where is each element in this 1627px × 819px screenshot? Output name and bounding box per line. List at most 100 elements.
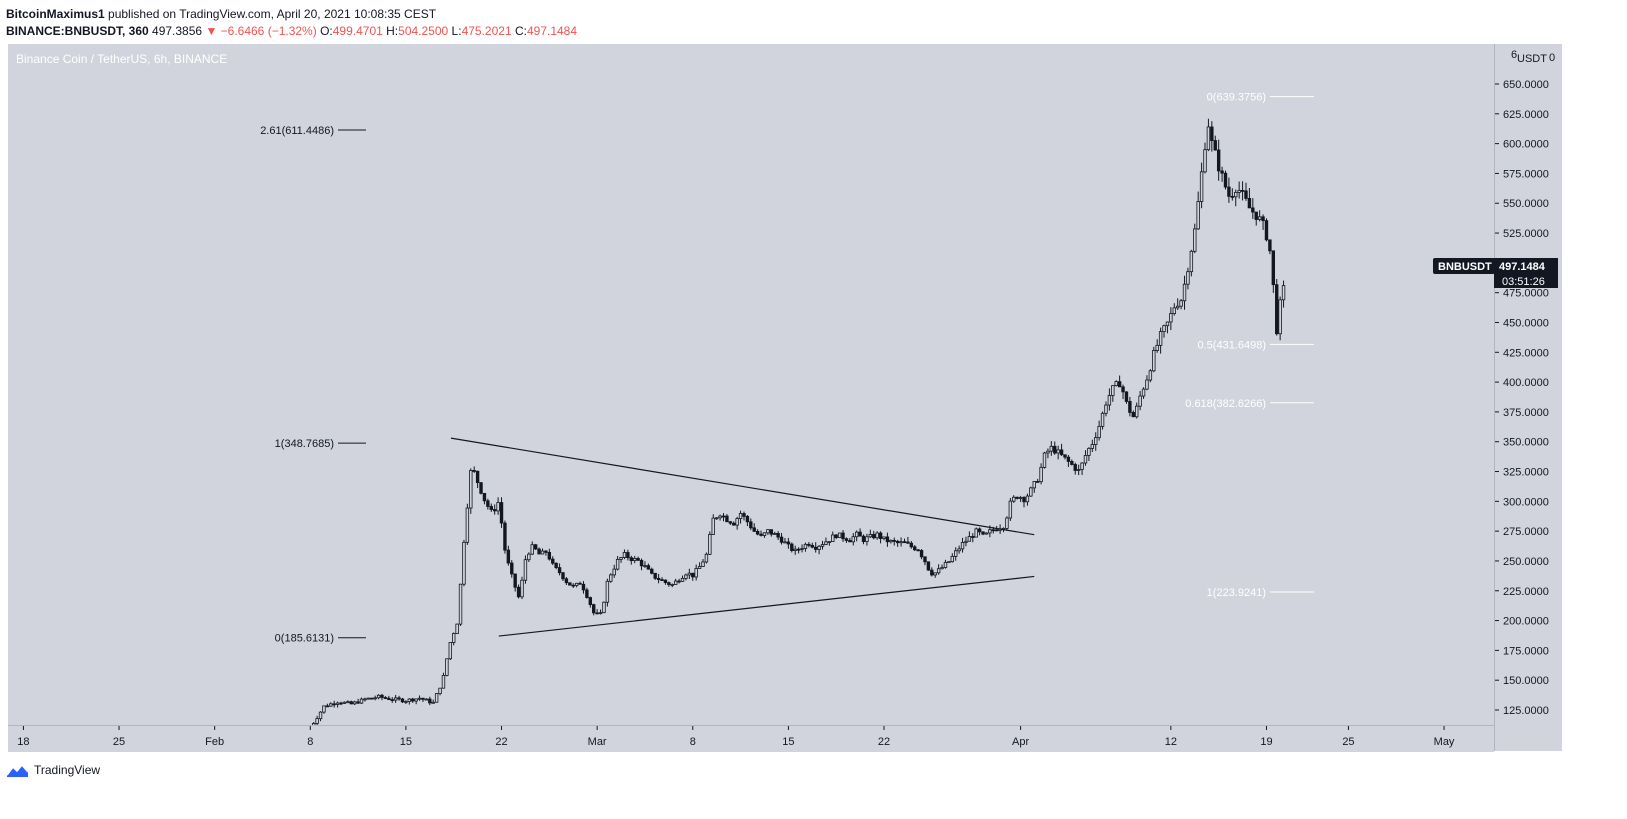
candle-body [793, 548, 797, 551]
candle-body [335, 702, 340, 705]
candle-body [1223, 172, 1228, 188]
price-tag: 497.1484 [1499, 261, 1546, 273]
candle-body [721, 515, 726, 518]
candle-body [370, 697, 374, 700]
candle-body [895, 540, 900, 544]
candle-body [974, 528, 978, 538]
candle-body [622, 552, 627, 558]
candle-body [1148, 370, 1153, 381]
candle-body [762, 532, 767, 536]
candle-body [1230, 195, 1235, 198]
candle-body [486, 500, 490, 507]
price-tick-label: 425.0000 [1503, 347, 1549, 359]
price-tick-label: 175.0000 [1503, 645, 1549, 657]
footer[interactable]: TradingView [6, 762, 100, 778]
candle-body [527, 553, 531, 561]
price-tick-label: 300.0000 [1503, 496, 1549, 508]
price-tick-label: 525.0000 [1503, 228, 1549, 240]
candle-body [783, 541, 787, 544]
candle-body [636, 558, 640, 561]
candle-body [339, 702, 343, 705]
time-axis[interactable]: 18 25 Feb 8 15 22 Mar 8 15 22 Apr 12 19 25 May [8, 725, 1494, 752]
candle-body [1049, 445, 1054, 452]
candle-body [786, 541, 791, 545]
chart-title: Binance Coin / TetherUS, 6h, BINANCE [16, 52, 228, 66]
candle-body [400, 698, 405, 703]
candle-body [745, 515, 750, 523]
candle-body [923, 556, 927, 563]
candle-body [769, 529, 774, 535]
candle-body [875, 532, 879, 539]
candle-body [578, 582, 582, 585]
candle-body [776, 533, 780, 538]
candle-body [936, 568, 941, 574]
candle-body [639, 559, 644, 567]
candle-body [629, 557, 633, 562]
candle-body [991, 529, 995, 532]
candle-body [882, 536, 886, 539]
candle-body [950, 555, 954, 563]
candle-body [752, 527, 756, 532]
price-axis[interactable]: 6 USDT 0 125.0000 150.0000 175.0000 200.000… [1494, 44, 1562, 751]
candle-body [1042, 452, 1047, 468]
candle-body [318, 711, 323, 720]
price-tick-label: 125.0000 [1503, 705, 1549, 717]
candle-body [820, 544, 825, 547]
price-tick-label: 450.0000 [1503, 317, 1549, 329]
candle-body [718, 515, 722, 519]
candle-body [1059, 449, 1064, 456]
candle-body [561, 572, 565, 580]
chart-plot-area[interactable]: Binance Coin / TetherUS, 6h, BINANCE 2.6… [8, 44, 1494, 725]
candle-body [530, 544, 534, 555]
candle-body [906, 541, 910, 544]
fib-label-left: 2.61(611.4486) [260, 125, 334, 137]
price-tick-label: 275.0000 [1503, 526, 1549, 538]
countdown-bg [1494, 274, 1558, 288]
candle-body [424, 698, 429, 701]
candle-body [684, 574, 688, 579]
candle-body [544, 550, 548, 553]
candle-body [878, 532, 883, 539]
candle-body [1100, 412, 1105, 427]
candle-body [626, 552, 630, 559]
high-label: H: [386, 24, 399, 38]
candle-body [469, 470, 473, 509]
candle-body [315, 718, 319, 724]
candle-body [496, 502, 500, 512]
candle-body [687, 572, 692, 576]
candle-body [1080, 462, 1084, 470]
price-tick-label: 225.0000 [1503, 586, 1549, 598]
candle-body [349, 701, 353, 705]
candle-body [1012, 496, 1016, 502]
candle-body [1261, 216, 1265, 222]
candle-body [732, 522, 736, 526]
candle-body [1182, 283, 1187, 302]
candle-body [1220, 170, 1224, 174]
candle-body [376, 694, 381, 699]
candle-body [957, 548, 961, 552]
candle-body [434, 693, 439, 703]
candle-body [650, 568, 654, 574]
candle-body [831, 534, 835, 542]
author-name[interactable]: BitcoinMaximus1 [6, 7, 105, 21]
candle-body [393, 697, 398, 701]
candle-body [325, 705, 330, 708]
time-axis-svg: 18 25 Feb 8 15 22 Mar 8 15 22 Apr 12 19 25 May [17, 726, 1455, 748]
candle-body [438, 687, 442, 694]
candle-body [643, 565, 647, 567]
price-chart-svg: 2.61(611.4486) 1(348.7685) 0(185.6131) 0(63… [260, 92, 1314, 725]
candle-body [1175, 305, 1180, 309]
candle-body [492, 509, 497, 512]
price-tick-label: 200.0000 [1503, 616, 1549, 628]
candle-body [605, 580, 610, 603]
candle-body [619, 557, 623, 560]
candle-body [677, 580, 681, 583]
candle-body [1097, 425, 1101, 439]
candle-body [738, 513, 743, 519]
open-value: 499.4701 [332, 24, 383, 38]
candle-body [977, 528, 982, 533]
tradingview-logo-icon [6, 763, 29, 777]
time-tick-label: 15 [400, 736, 412, 748]
candle-body [1114, 381, 1118, 386]
candle-body [1121, 386, 1125, 393]
